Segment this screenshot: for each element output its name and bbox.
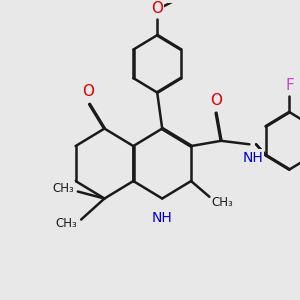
Text: NH: NH xyxy=(152,211,172,225)
Text: O: O xyxy=(210,93,222,108)
Text: NH: NH xyxy=(242,151,263,165)
Text: O: O xyxy=(82,84,94,99)
Text: O: O xyxy=(151,2,163,16)
Text: CH₃: CH₃ xyxy=(52,182,74,194)
Text: F: F xyxy=(285,78,294,93)
Text: CH₃: CH₃ xyxy=(55,217,77,230)
Text: CH₃: CH₃ xyxy=(212,196,234,208)
